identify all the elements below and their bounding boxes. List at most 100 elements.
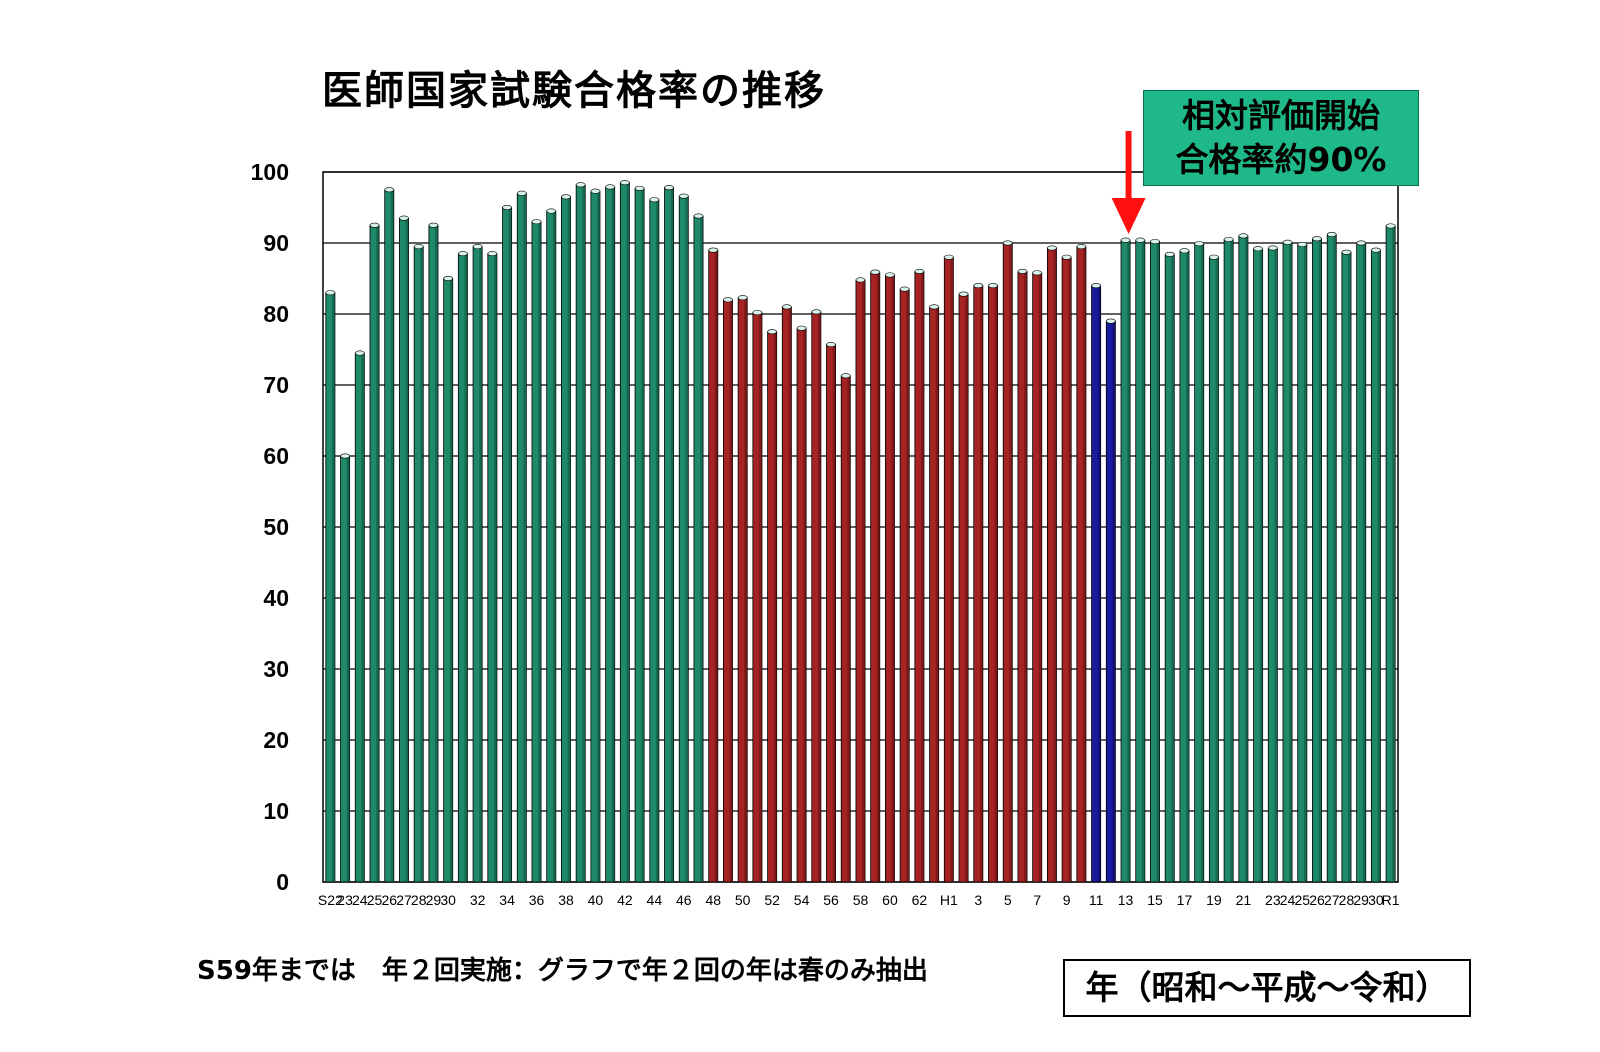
x-tick-label: 56 [823,892,839,908]
bar [1046,245,1057,883]
x-tick-label: 7 [1033,892,1041,908]
bar-shade [891,274,895,882]
bar [958,291,969,883]
bar-cap [1297,241,1308,247]
bar [1091,283,1102,883]
bar-shade [479,246,483,883]
bar [1105,318,1116,883]
bar [1385,223,1396,883]
bar [1194,241,1205,883]
bar-cap [649,197,660,203]
bar [767,329,778,883]
bar-cap [767,329,778,335]
bar [428,222,439,883]
bar-shade [994,285,998,883]
bar-shade [1274,247,1278,883]
bar-cap [1032,270,1043,276]
bar-cap [899,286,910,292]
bar-shade [390,189,394,882]
bar [988,283,998,883]
bar-cap [1179,248,1190,254]
bar [413,244,424,883]
bar-cap [973,283,984,289]
bar [1341,249,1352,883]
bar-cap [1076,244,1087,250]
bar-cap [634,185,645,191]
x-tick-label: 9 [1063,892,1071,908]
bar-cap [737,295,748,301]
x-tick-label: 19 [1206,892,1222,908]
bar-shade [965,294,969,882]
bar-cap [516,190,527,196]
bar-cap [958,291,969,297]
bar-shade [1097,285,1101,883]
bar-shade [1127,240,1131,882]
bar-cap [693,213,704,219]
bar-cap [1091,283,1101,289]
bar [914,268,925,883]
bar-cap [870,269,881,275]
bar-shade [538,221,542,882]
bar-shade [1141,240,1145,882]
bar-cap [826,342,836,348]
bar-cap [664,185,674,191]
bar [325,290,336,883]
bar-cap [943,254,954,260]
bar-shade [906,289,910,882]
bar [619,180,630,883]
x-tick-label: 46 [676,892,692,908]
bar [723,297,733,883]
bar-cap [1238,233,1249,239]
bar-cap [1312,236,1322,242]
bar-cap [1209,254,1219,260]
bar-shade [1024,271,1028,882]
x-tick-label: 42 [617,892,633,908]
arrow-icon [1111,131,1146,234]
bar-shade [1156,241,1160,882]
bar [1297,241,1308,883]
bar-shade [847,375,851,882]
bar [678,193,689,883]
bar-cap [1223,236,1234,242]
bar-cap [1105,318,1116,324]
bar-shade [921,271,924,882]
x-tick-label: 34 [499,892,515,908]
bar-cap [1356,240,1367,246]
x-tick-label: S22 [318,892,343,908]
y-tick-label: 0 [276,869,289,895]
bar [1032,270,1043,883]
bar-cap [1326,231,1337,237]
x-tick-label: 15 [1147,892,1163,908]
bar-cap [605,184,616,190]
bar-cap [1282,239,1293,245]
bar-shade [626,182,630,882]
bar-shade [611,186,615,882]
bar [634,185,645,883]
bar-shade [1112,321,1116,883]
x-tick-label: 26 [1309,892,1325,908]
x-tick-label: 23 [337,892,353,908]
bar-cap [678,193,689,199]
x-tick-label: 29 [1353,892,1369,908]
x-tick-label: 5 [1004,892,1012,908]
bar-shade [1259,248,1263,882]
bar [840,373,851,883]
bar-shade [1318,238,1322,883]
bar [443,275,454,883]
x-tick-label: 25 [367,892,383,908]
bar [516,190,527,883]
bar [1017,268,1028,883]
bar-shade [493,253,497,882]
bar-shade [361,353,365,882]
bar-cap [723,297,733,303]
bar [649,197,660,883]
bar-shade [1377,250,1381,883]
bar-shade [1009,243,1013,882]
bar-cap [487,251,498,257]
y-tick-label: 50 [263,514,289,540]
bar-shade [420,246,424,883]
bar-shade [832,344,836,882]
y-tick-label: 100 [251,159,289,185]
x-tick-label: 44 [647,892,663,908]
